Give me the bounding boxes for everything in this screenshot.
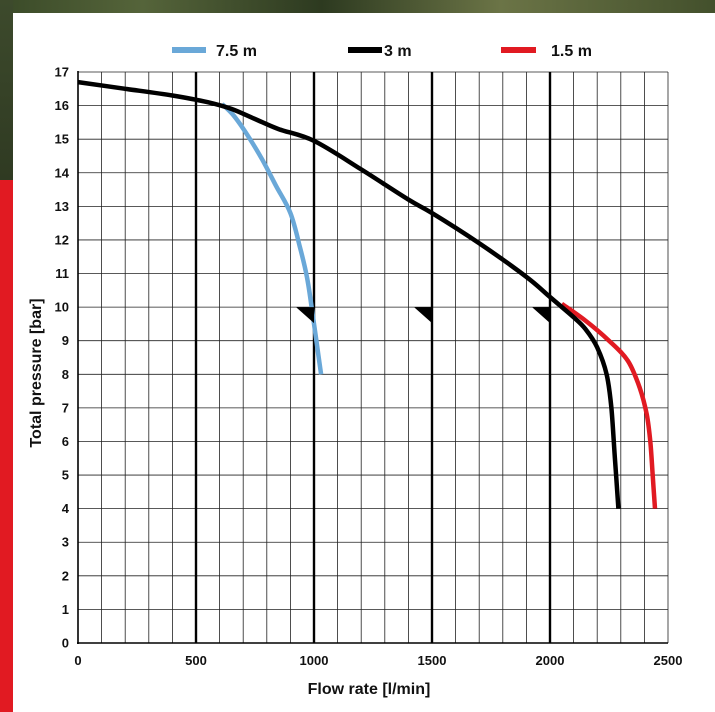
y-tick-label: 5 [62,468,69,483]
y-tick-label: 16 [55,98,69,113]
series-line-1-5m [560,301,658,509]
y-tick-label: 7 [62,400,69,415]
y-tick-label: 3 [62,535,69,550]
legend-label-1-5m: 1.5 m [551,43,592,60]
flag-marker [414,307,432,324]
marker-layer [296,307,550,324]
x-tick-label: 0 [74,653,81,668]
series-line-3m [77,79,621,509]
x-tick-label: 1500 [418,653,447,668]
y-tick-label: 13 [55,199,69,214]
y-tick-label: 14 [55,165,70,180]
y-tick-label: 12 [55,232,69,247]
minor-grid [77,71,669,644]
y-tick-label: 1 [62,602,69,617]
y-tick-label: 11 [55,266,69,281]
x-tick-label: 500 [185,653,207,668]
y-tick-label: 0 [62,636,69,651]
y-tick-label: 8 [62,367,69,382]
flag-marker [296,307,314,324]
y-tick-label: 6 [62,434,69,449]
y-axis-title: Total pressure [bar] [28,298,45,447]
legend-label-3m: 3 m [384,43,412,60]
legend-label-7-5m: 7.5 m [216,43,257,60]
x-tick-label: 1000 [300,653,329,668]
y-tick-label: 2 [62,568,69,583]
x-tick-label: 2500 [654,653,683,668]
series-line-7-5m [220,102,324,375]
y-tick-label: 17 [55,65,69,80]
y-tick-label: 9 [62,333,69,348]
y-tick-label: 4 [62,501,70,516]
y-tick-label: 15 [55,132,69,147]
x-tick-label: 2000 [536,653,565,668]
chart-panel: 0 1 2 3 4 5 6 7 8 9 10 11 12 13 14 15 16 17 0 500 1000 1500 2… [13,13,715,712]
flag-marker [532,307,550,324]
y-tick-label: 10 [55,300,69,315]
axes [77,71,668,644]
legend: 7.5 m 3 m 1.5 m [172,43,592,60]
major-grid [194,72,552,643]
series-layer [77,79,658,509]
left-accent-bar [0,0,13,712]
x-tick-labels: 0 500 1000 1500 2000 2500 [74,653,682,668]
x-axis-title: Flow rate [l/min] [308,681,431,698]
